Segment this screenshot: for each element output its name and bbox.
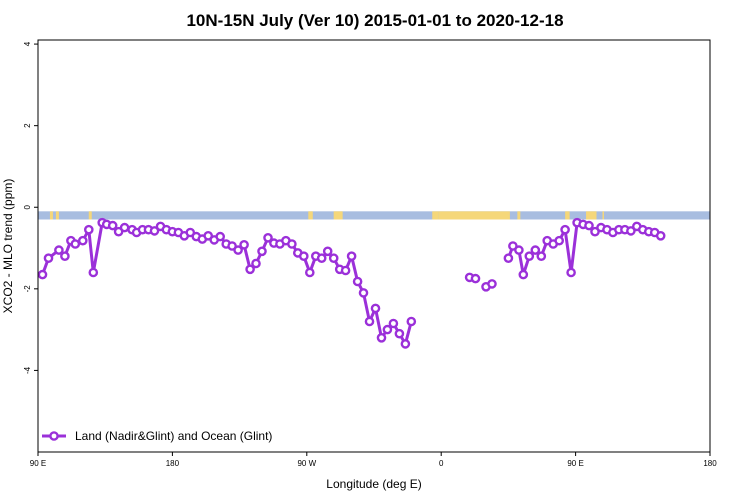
data-point [84, 224, 94, 235]
x-tick-label: 90 E [30, 459, 46, 468]
data-point [251, 258, 261, 269]
x-tick-label: 0 [439, 459, 444, 468]
data-point [364, 316, 375, 327]
y-tick-label: 4 [23, 41, 32, 46]
x-tick-label: 90 W [297, 459, 316, 468]
y-axis: -4 -2 0 2 4 [23, 41, 38, 374]
data-point [566, 267, 576, 278]
y-tick-label: -4 [23, 366, 32, 374]
data-point [257, 246, 267, 257]
y-tick-label: -2 [23, 285, 32, 293]
data-point [394, 328, 405, 339]
data-point [263, 232, 273, 243]
data-point [298, 251, 309, 262]
data-point [382, 324, 393, 335]
data-point [328, 253, 339, 264]
map-strip-land [586, 211, 597, 220]
map-strip-land [432, 211, 439, 220]
x-tick-label: 90 E [567, 459, 583, 468]
map-strip-land [602, 211, 604, 220]
data-point [245, 264, 255, 275]
map-strip-land [55, 211, 59, 220]
map-strip-land [565, 211, 570, 220]
data-point [406, 316, 417, 327]
data-point [316, 253, 327, 264]
data-point [88, 267, 99, 278]
data-point [470, 273, 481, 284]
y-tick-label: 0 [23, 204, 32, 209]
series-layer [37, 217, 666, 349]
data-point [233, 245, 243, 255]
data-point [322, 246, 333, 257]
data-point [487, 279, 497, 289]
legend: Land (Nadir&Glint) and Ocean (Glint) [42, 429, 272, 443]
map-strip-land [517, 211, 521, 220]
data-point [37, 269, 48, 280]
data-point [149, 226, 160, 236]
data-point [376, 332, 387, 343]
map-strip-land [438, 211, 510, 220]
map-strip-ocean [38, 211, 710, 220]
chart-title: 10N-15N July (Ver 10) 2015-01-01 to 2020… [186, 11, 563, 30]
x-axis: 90 E 180 90 W 0 90 E 180 [30, 452, 717, 468]
data-point [536, 251, 547, 262]
data-point [239, 239, 249, 250]
plot-frame [37, 39, 711, 453]
data-point [503, 253, 514, 264]
data-point [54, 245, 64, 255]
map-strip-land [88, 211, 92, 220]
data-point [358, 288, 369, 298]
data-point [352, 276, 363, 287]
map-strip [38, 211, 710, 220]
x-tick-label: 180 [166, 459, 180, 468]
data-point [370, 303, 381, 314]
y-tick-label: 2 [23, 123, 32, 128]
data-point [560, 224, 570, 235]
data-point [554, 235, 565, 246]
data-point [346, 251, 357, 262]
x-tick-label: 180 [703, 459, 717, 468]
data-point [215, 231, 225, 242]
data-point [287, 239, 297, 249]
map-strip-land [49, 211, 53, 220]
data-point [626, 226, 636, 236]
data-point [655, 230, 666, 241]
data-point [400, 339, 411, 349]
data-point [304, 267, 315, 278]
legend-marker [49, 431, 59, 441]
data-point [119, 222, 130, 233]
map-strip-land [308, 211, 313, 220]
y-axis-label: XCO2 - MLO trend (ppm) [1, 179, 15, 314]
data-point [584, 220, 594, 231]
map-strip-land [333, 211, 343, 220]
data-point [530, 245, 541, 255]
data-point [514, 245, 524, 255]
data-point [60, 251, 70, 262]
data-point [518, 269, 529, 280]
data-point [524, 251, 535, 262]
x-axis-label: Longitude (deg E) [326, 477, 421, 491]
data-point [78, 235, 88, 246]
legend-label: Land (Nadir&Glint) and Ocean (Glint) [75, 429, 272, 443]
data-point [107, 220, 118, 231]
data-point [388, 318, 399, 329]
data-point [43, 253, 54, 264]
data-point [70, 239, 81, 249]
data-point [340, 265, 351, 276]
